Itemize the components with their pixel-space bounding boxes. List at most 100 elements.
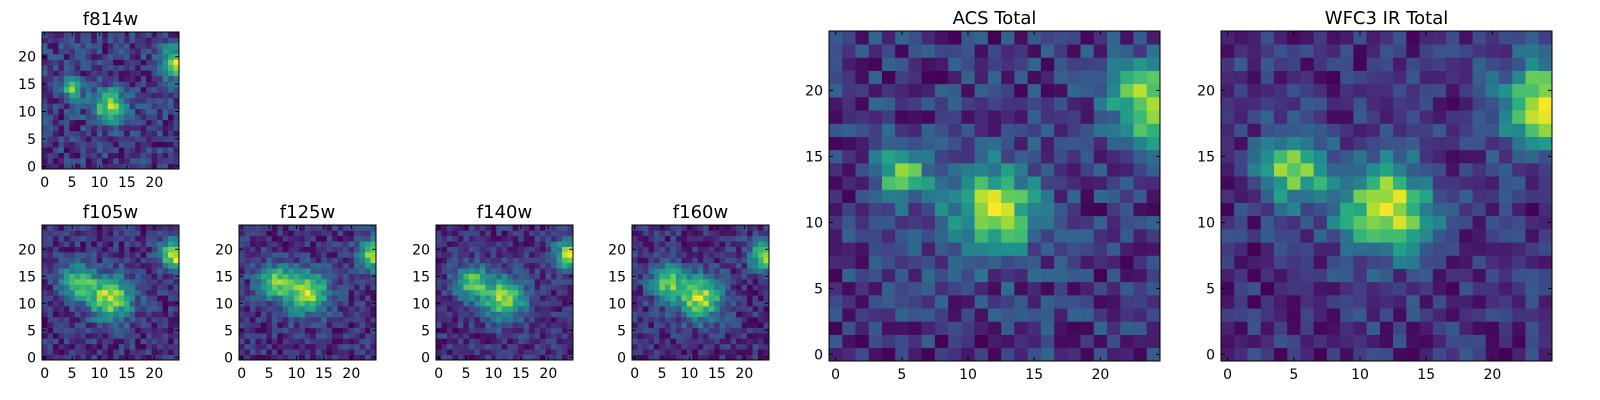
pixel-cell [523, 306, 530, 312]
pixel-cell [1234, 136, 1248, 151]
pixel-cell [540, 300, 546, 307]
pixel-cell [157, 311, 163, 318]
pixel-cell [463, 327, 470, 334]
pixel-cell [507, 284, 514, 291]
pixel-cell [354, 284, 360, 291]
pixel-cell [697, 289, 704, 296]
pixel-cell [288, 284, 295, 291]
pixel-cell [881, 268, 896, 283]
pixel-cell [151, 343, 158, 350]
pixel-cell [310, 322, 317, 328]
pixel-cell [288, 354, 295, 361]
pixel-cell [129, 273, 136, 280]
pixel-cell [501, 349, 508, 355]
pixel-cell [282, 273, 289, 280]
pixel-cell [714, 300, 721, 307]
pixel-cell [107, 163, 114, 170]
pixel-cell [664, 322, 671, 328]
pixel-cell [1146, 308, 1161, 322]
pixel-cell [52, 338, 59, 345]
pixel-cell [1446, 255, 1460, 269]
pixel-cell [921, 44, 936, 58]
pixel-cell [80, 295, 87, 301]
pixel-cell [523, 268, 530, 274]
pixel-cell [140, 141, 147, 148]
pixel-cell [365, 262, 371, 269]
pixel-cell [74, 119, 81, 126]
pixel-cell [562, 349, 568, 355]
pixel-cell [741, 289, 748, 296]
pixel-cell [1221, 97, 1235, 111]
pixel-cell [670, 252, 677, 258]
pixel-cell [948, 229, 962, 243]
pixel-cell [354, 246, 360, 253]
pixel-cell [315, 284, 322, 291]
pixel-cell [1080, 44, 1095, 58]
pixel-cell [157, 333, 163, 339]
pixel-cell [157, 241, 163, 247]
pixel-cell [124, 59, 131, 66]
pixel-cell [529, 268, 535, 274]
pixel-cell [741, 241, 748, 247]
pixel-cell [102, 333, 109, 339]
pixel-cell [162, 92, 169, 99]
pixel-cell [479, 300, 486, 307]
pixel-cell [752, 354, 759, 361]
pixel-cell [42, 152, 48, 159]
pixel-cell [157, 322, 163, 328]
pixel-cell [1260, 268, 1275, 283]
pixel-cell [1067, 281, 1081, 296]
pixel-cell [244, 300, 251, 307]
pixel-cell [1459, 202, 1473, 217]
pixel-cell [446, 284, 453, 291]
pixel-cell [1379, 83, 1394, 98]
pixel-cell [881, 136, 896, 151]
pixel-cell [855, 189, 870, 203]
pixel-cell [299, 262, 306, 269]
pixel-cell [1419, 44, 1434, 58]
pixel-cell [842, 97, 856, 111]
pixel-cell [567, 338, 574, 345]
pixel-cell [512, 241, 519, 247]
pixel-cell [118, 333, 125, 339]
pixel-cell [239, 289, 245, 296]
pixel-cell [987, 308, 1002, 322]
pixel-cell [675, 327, 682, 334]
pixel-cell [162, 147, 169, 153]
pixel-cell [1472, 110, 1487, 124]
pixel-cell [255, 246, 262, 253]
pixel-cell [157, 42, 163, 49]
pixel-cell [675, 316, 682, 323]
pixel-cell [1419, 255, 1434, 269]
pixel-cell [1001, 83, 1015, 98]
pixel-cell [124, 235, 131, 242]
pixel-cell [1107, 176, 1121, 190]
pixel-cell [1093, 255, 1108, 269]
pixel-cell [518, 349, 525, 355]
pixel-cell [1326, 215, 1341, 230]
pixel-cell [58, 114, 65, 121]
pixel-cell [868, 189, 883, 203]
pixel-cell [52, 306, 59, 312]
pixel-cell [266, 306, 273, 312]
pixel-cell [934, 295, 949, 309]
pixel-cell [637, 322, 644, 328]
pixel-cell [162, 163, 169, 170]
pixel-cell [881, 176, 896, 190]
pixel-cell [708, 338, 715, 345]
pixel-cell [670, 349, 677, 355]
pixel-cell [648, 295, 655, 301]
pixel-cell [337, 349, 344, 355]
pixel-cell [659, 279, 666, 285]
pixel-cell [47, 273, 54, 280]
pixel-cell [91, 322, 98, 328]
pixel-cell [934, 31, 949, 45]
pixel-cell [42, 252, 48, 258]
pixel-cell [1260, 347, 1275, 362]
pixel-cell [1366, 163, 1381, 177]
pixel-cell [129, 225, 136, 231]
pixel-cell [1379, 110, 1394, 124]
pixel-cell [632, 252, 638, 258]
pixel-cell [140, 354, 147, 361]
pixel-cell [895, 149, 909, 164]
